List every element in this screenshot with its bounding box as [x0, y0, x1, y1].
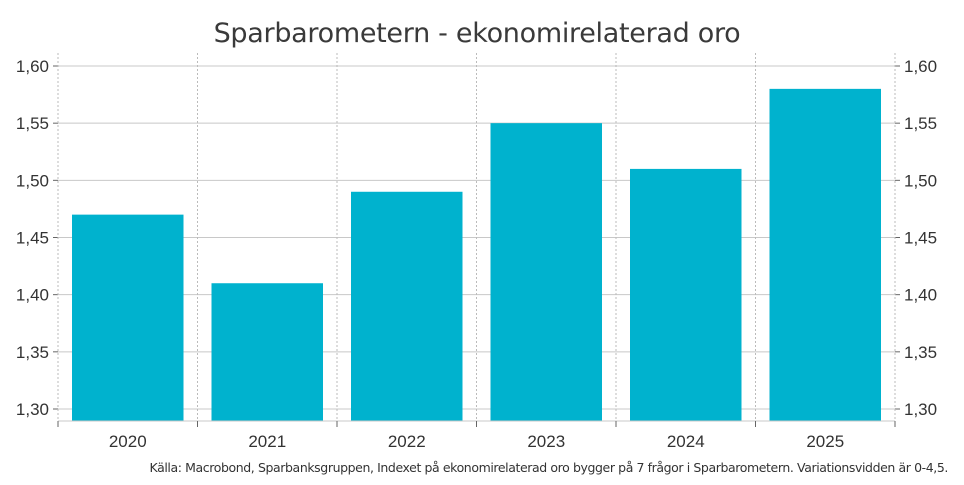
- y-tick-label-right: 1,60: [904, 57, 937, 76]
- y-tick-label-left: 1,30: [16, 400, 49, 419]
- bar-2025: [769, 88, 881, 421]
- y-tick-label-left: 1,60: [16, 57, 49, 76]
- x-tick-label: 2025: [806, 432, 844, 451]
- x-tick-label: 2024: [667, 432, 705, 451]
- y-tick-label-right: 1,50: [904, 171, 937, 190]
- y-tick-label-right: 1,45: [904, 229, 937, 248]
- y-tick-label-left: 1,50: [16, 171, 49, 190]
- source-note: Källa: Macrobond, Sparbanksgruppen, Inde…: [149, 460, 949, 475]
- y-tick-label-right: 1,30: [904, 400, 937, 419]
- bar-2020: [72, 214, 184, 421]
- bar-2024: [630, 168, 742, 421]
- bar-2023: [490, 123, 602, 422]
- x-tick-label: 2021: [248, 432, 286, 451]
- x-tick-label: 2023: [527, 432, 565, 451]
- y-tick-label-left: 1,55: [16, 114, 49, 133]
- bar-2021: [211, 283, 323, 421]
- y-tick-label-left: 1,40: [16, 286, 49, 305]
- x-tick-label: 2020: [109, 432, 147, 451]
- y-tick-label-right: 1,55: [904, 114, 937, 133]
- y-tick-label-right: 1,40: [904, 286, 937, 305]
- chart-title: Sparbarometern - ekonomirelaterad oro: [213, 18, 741, 49]
- y-tick-label-left: 1,35: [16, 343, 49, 362]
- y-tick-label-left: 1,45: [16, 229, 49, 248]
- x-tick-label: 2022: [388, 432, 426, 451]
- y-tick-label-right: 1,35: [904, 343, 937, 362]
- bar-2022: [351, 191, 463, 421]
